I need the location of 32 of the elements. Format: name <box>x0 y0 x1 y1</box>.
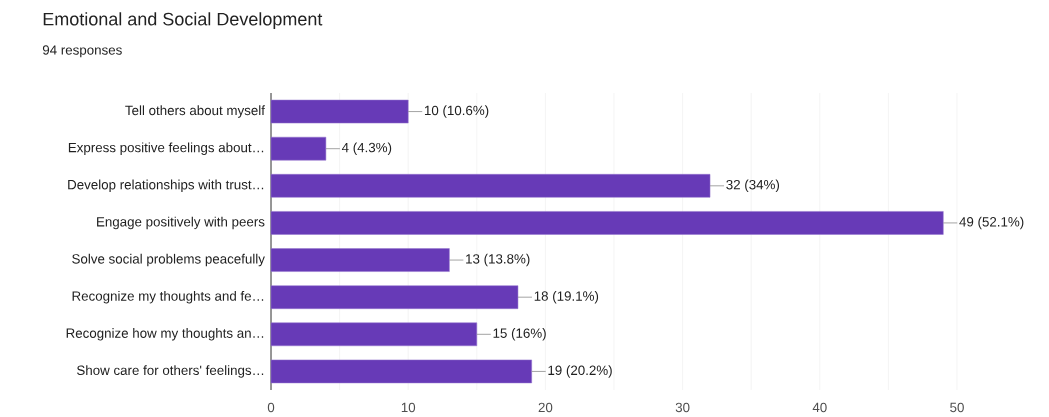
y-tick-label: Engage positively with peers <box>97 216 265 230</box>
x-tick-label: 40 <box>812 402 827 413</box>
data-label: 19 (20.2%) <box>548 365 612 378</box>
y-tick-label: Express positive feelings about… <box>68 142 264 155</box>
data-label: 49 (52.1%) <box>959 216 1024 230</box>
data-label: 13 (13.8%) <box>466 253 530 267</box>
data-label: 10 (10.6%) <box>424 105 489 118</box>
x-tick-label: 50 <box>950 402 964 413</box>
bar <box>270 211 944 235</box>
y-tick-label: Develop relationships with trust… <box>68 179 264 193</box>
bar <box>270 99 409 124</box>
x-tick-label: 30 <box>675 402 690 413</box>
data-label: 32 (34%) <box>726 179 780 193</box>
data-label: 4 (4.3%) <box>341 142 392 155</box>
chart-title: Emotional and Social Development <box>43 12 323 30</box>
y-tick-label: Solve social problems peacefully <box>72 253 265 267</box>
y-tick-label: Recognize my thoughts and fe… <box>72 290 264 304</box>
bar <box>270 285 519 309</box>
x-tick-label: 10 <box>401 402 416 413</box>
x-tick-label: 0 <box>267 402 275 413</box>
bar <box>270 248 450 272</box>
text: 94 responses <box>42 45 122 58</box>
bar <box>270 322 478 347</box>
data-label: 18 (19.1%) <box>534 290 599 304</box>
y-tick-label: Show care for others' feelings… <box>77 365 264 378</box>
y-tick-label: Tell others about myself <box>125 105 265 118</box>
y-tick-label: Recognize how my thoughts an… <box>66 328 264 341</box>
bar <box>270 136 327 161</box>
x-tick-label: 20 <box>538 402 553 413</box>
bar <box>270 174 711 198</box>
bar <box>270 359 532 384</box>
data-label: 15 (16%) <box>493 328 546 341</box>
